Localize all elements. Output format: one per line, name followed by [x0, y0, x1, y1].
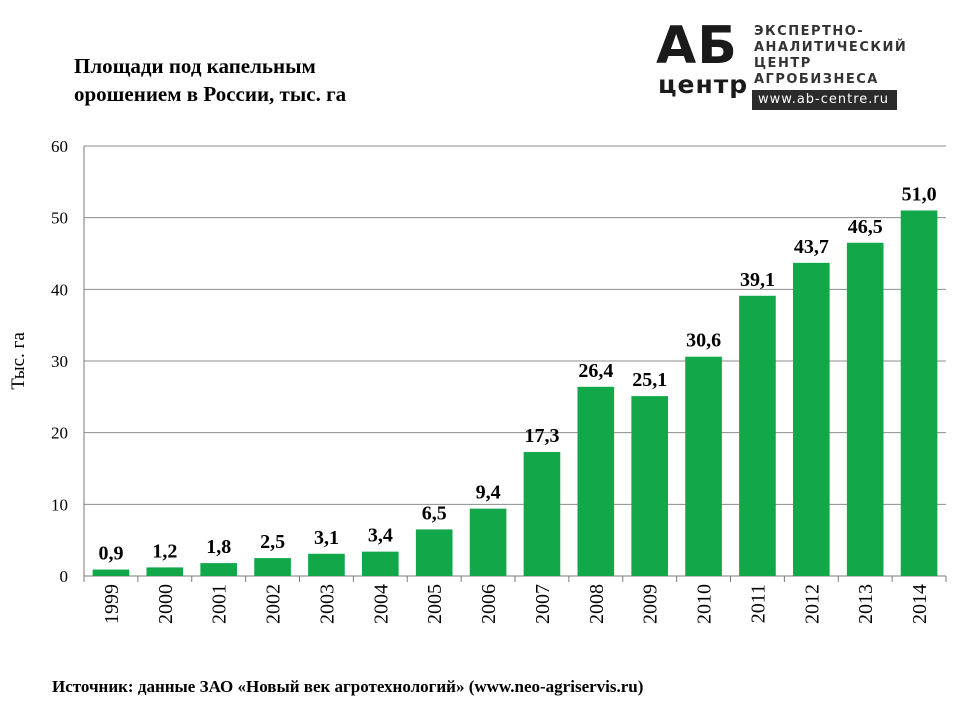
y-tick-label: 0 — [60, 567, 69, 586]
bar-chart: 0 10 20 30 40 50 60 Тыс. га 0,9 1999 1,2 2000 1,8 200… — [8, 137, 947, 624]
x-tick-label: 2005 — [424, 584, 446, 624]
logo-line-4: АГРОБИЗНЕСА — [754, 72, 879, 87]
bar — [361, 551, 399, 576]
bar — [577, 386, 615, 576]
x-tick-label: 2009 — [640, 584, 662, 624]
y-tick-label: 10 — [51, 495, 68, 514]
bar — [469, 508, 507, 576]
bar — [523, 452, 561, 576]
data-label: 1,2 — [152, 540, 177, 562]
data-label: 25,1 — [632, 369, 667, 391]
data-label: 9,4 — [476, 482, 501, 504]
bar — [146, 567, 184, 576]
logo-text: ЭКСПЕРТНО- АНАЛИТИЧЕСКИЙ ЦЕНТР АГРОБИЗНЕ… — [754, 24, 907, 88]
data-label: 3,1 — [314, 527, 339, 549]
source-note: Источник: данные ЗАО «Новый век агротехн… — [52, 677, 644, 696]
bar — [739, 295, 776, 576]
data-label: 2,5 — [260, 531, 285, 553]
logo-url: www.ab-centre.ru — [752, 90, 898, 110]
bar — [685, 356, 722, 576]
y-tick-label: 30 — [51, 352, 68, 371]
bar — [900, 210, 938, 576]
x-tick-label: 2013 — [855, 584, 877, 624]
logo-line-2: АНАЛИТИЧЕСКИЙ — [754, 40, 908, 55]
bar — [631, 396, 669, 576]
bar — [308, 553, 345, 576]
ab-centre-logo: АБ центр ЭКСПЕРТНО- АНАЛИТИЧЕСКИЙ ЦЕНТР … — [650, 16, 930, 118]
chart-title-line-1: Площади под капельным — [74, 54, 316, 78]
x-tick-label: 2007 — [532, 584, 554, 624]
y-axis-title: Тыс. га — [8, 332, 29, 390]
bar — [92, 569, 130, 576]
bar — [200, 563, 238, 576]
x-tick-label: 2011 — [747, 584, 769, 623]
x-tick-label: 2004 — [370, 584, 392, 624]
x-tick-label: 2000 — [155, 584, 177, 624]
chart-title-line-2: орошением в России, тыс. га — [74, 82, 347, 106]
data-label: 43,7 — [794, 236, 829, 258]
logo-line-3: ЦЕНТР — [754, 56, 812, 71]
x-tick-label: 2002 — [263, 584, 285, 624]
x-tick-label: 2012 — [801, 584, 823, 624]
x-tick-label: 2006 — [478, 584, 500, 624]
chart-title: Площади под капельным орошением в России… — [74, 52, 346, 108]
data-label: 46,5 — [848, 216, 883, 238]
y-tick-label: 60 — [51, 137, 68, 156]
x-tick-label: 2001 — [209, 584, 231, 624]
y-tick-label: 40 — [51, 280, 68, 299]
x-tick-label: 2003 — [316, 584, 338, 624]
x-tick-label: 1999 — [101, 584, 123, 624]
logo-mark-sub: центр — [658, 70, 749, 99]
y-tick-label: 20 — [51, 424, 68, 443]
data-label: 3,4 — [368, 525, 393, 547]
data-label: 30,6 — [686, 330, 721, 352]
x-tick-label: 2008 — [586, 584, 608, 624]
bar — [846, 242, 884, 576]
data-label: 39,1 — [740, 269, 775, 291]
x-tick-label: 2014 — [909, 584, 931, 624]
logo-line-1: ЭКСПЕРТНО- — [754, 24, 865, 39]
bar — [254, 558, 291, 576]
data-label: 0,9 — [98, 543, 123, 565]
data-label: 1,8 — [206, 536, 231, 558]
logo-mark: АБ — [656, 16, 738, 76]
data-label: 51,0 — [902, 184, 937, 206]
bar — [415, 529, 453, 576]
bar — [792, 262, 830, 576]
y-tick-label: 50 — [51, 209, 68, 228]
data-label: 6,5 — [422, 502, 447, 524]
x-tick-label: 2010 — [694, 584, 716, 624]
data-label: 26,4 — [578, 360, 613, 382]
data-label: 17,3 — [524, 425, 559, 447]
